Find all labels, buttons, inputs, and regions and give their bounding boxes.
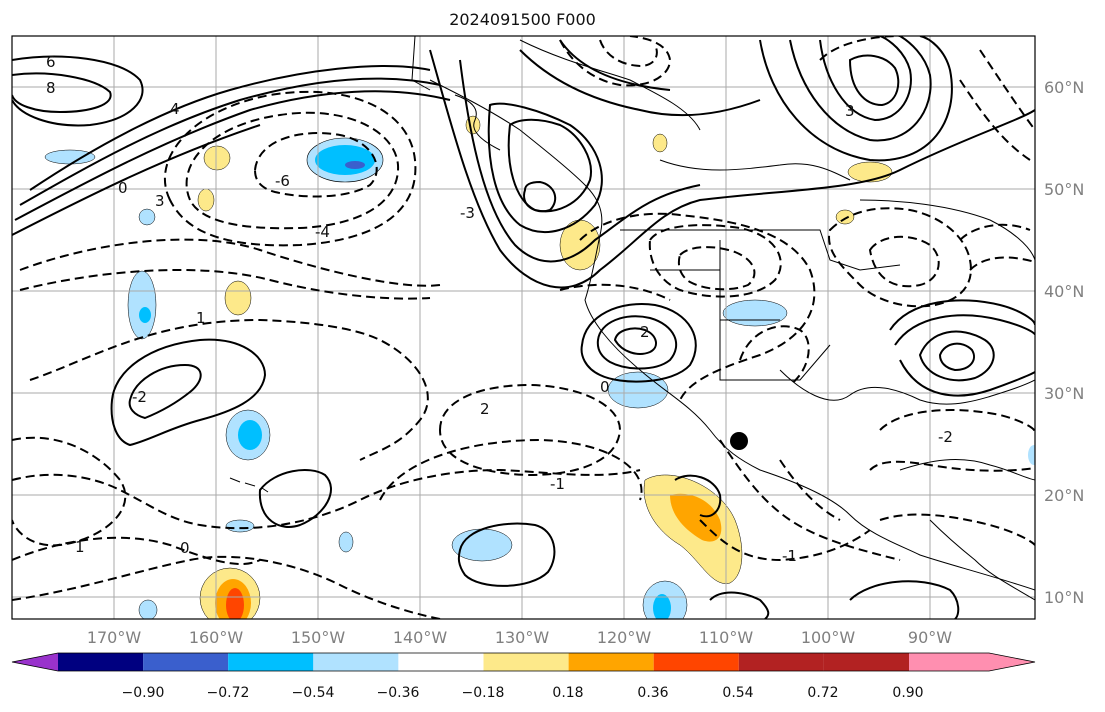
colorbar-extend-left — [12, 653, 58, 671]
contour-label: -4 — [315, 223, 330, 241]
contour-label: -2 — [938, 428, 953, 446]
lon-labels: 170°W 160°W 150°W 140°W 130°W 120°W 110°… — [87, 628, 952, 647]
lat-tick-label: 10°N — [1044, 588, 1084, 607]
colorbar-bin — [823, 653, 909, 671]
contour-label: 0 — [600, 378, 610, 396]
contour-label: 1 — [196, 309, 206, 327]
lon-tick-label: 110°W — [699, 628, 754, 647]
contour-label: -6 — [275, 172, 290, 190]
lat-tick-label: 60°N — [1044, 78, 1084, 97]
colorbar-tick-label: 0.90 — [892, 685, 923, 701]
colorbar-bin — [483, 653, 569, 671]
lon-tick-label: 160°W — [189, 628, 244, 647]
contour-label: 0 — [118, 179, 128, 197]
contour-label: 4 — [170, 100, 180, 118]
colorbar-tick-label: −0.54 — [292, 685, 335, 701]
contour-label: 6 — [46, 53, 56, 71]
colorbar-bin — [398, 653, 484, 671]
contour-label: 0 — [180, 539, 190, 557]
contour-label: 2 — [480, 400, 490, 418]
contours-solid — [12, 36, 1035, 619]
colorbar-bin — [143, 653, 229, 671]
lat-tick-label: 20°N — [1044, 486, 1084, 505]
colorbar-tick-label: −0.72 — [207, 685, 250, 701]
lon-tick-label: 130°W — [495, 628, 550, 647]
contour-label: -1 — [550, 475, 565, 493]
lon-tick-label: 150°W — [291, 628, 346, 647]
plot-area — [12, 36, 1035, 619]
contour-label: -2 — [132, 388, 147, 406]
colorbar-bin — [228, 653, 314, 671]
lat-tick-label: 50°N — [1044, 180, 1084, 199]
plot-frame — [11, 35, 1036, 620]
colorbar-tick-label: 0.72 — [807, 685, 838, 701]
colorbar-tick-label: 0.18 — [552, 685, 583, 701]
colorbar-tick-label: −0.36 — [377, 685, 420, 701]
lon-tick-label: 90°W — [908, 628, 952, 647]
contour-label: 1 — [75, 538, 85, 556]
lon-tick-label: 120°W — [597, 628, 652, 647]
contour-label: -1 — [782, 547, 797, 565]
contour-label: -3 — [460, 204, 475, 222]
colorbar: −0.90 −0.72 −0.54 −0.36 −0.18 0.18 0.36 … — [11, 652, 1036, 701]
colorbar-bin — [653, 653, 739, 671]
colorbar-bin — [58, 653, 144, 671]
lon-tick-label: 100°W — [801, 628, 856, 647]
lon-tick-label: 170°W — [87, 628, 142, 647]
colorbar-bin — [738, 653, 824, 671]
contour-labels: 6 8 4 0 3 -6 -4 1 -2 2 -1 0 -3 3 -1 2 -2… — [46, 53, 953, 565]
location-marker — [730, 432, 748, 450]
colorbar-bin — [313, 653, 399, 671]
lat-labels: 60°N 50°N 40°N 30°N 20°N 10°N — [1044, 78, 1084, 607]
map-title: 2024091500 F000 — [449, 10, 596, 29]
contour-label: 2 — [640, 323, 650, 341]
contour-label: 8 — [46, 79, 56, 97]
contour-label: 3 — [845, 102, 855, 120]
shaded-fields — [44, 115, 1035, 619]
lat-tick-label: 30°N — [1044, 384, 1084, 403]
colorbar-tick-label: 0.54 — [722, 685, 753, 701]
coastlines — [229, 36, 1035, 601]
graticule — [12, 36, 1035, 619]
lat-tick-label: 40°N — [1044, 282, 1084, 301]
colorbar-bin — [909, 653, 989, 671]
lon-tick-label: 140°W — [393, 628, 448, 647]
contours-dashed — [12, 36, 1035, 619]
colorbar-extend-right — [989, 653, 1035, 671]
colorbar-bin — [568, 653, 654, 671]
contour-label: 3 — [155, 192, 165, 210]
colorbar-tick-label: −0.18 — [462, 685, 505, 701]
colorbar-tick-label: −0.90 — [122, 685, 165, 701]
colorbar-tick-label: 0.36 — [637, 685, 668, 701]
